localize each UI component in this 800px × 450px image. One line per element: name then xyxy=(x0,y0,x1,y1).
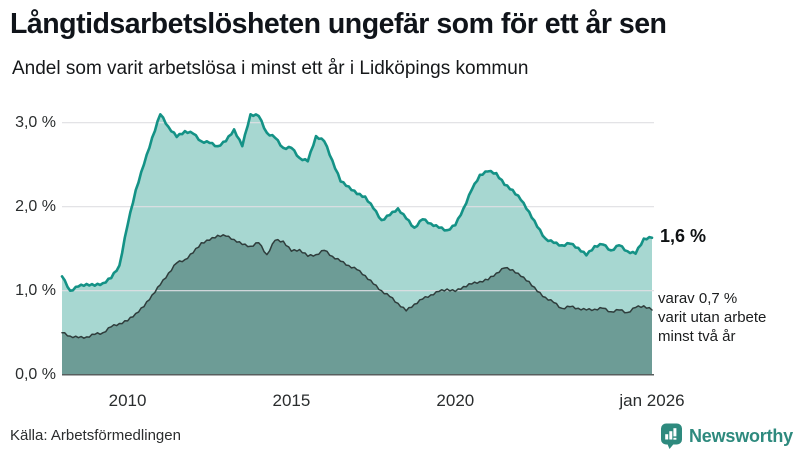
x-tick-label: 2020 xyxy=(436,391,475,410)
newsworthy-logo: Newsworthy xyxy=(660,423,793,449)
y-tick-label: 2,0 % xyxy=(15,197,56,215)
y-tick-label: 1,0 % xyxy=(15,281,56,299)
newsworthy-bars-icon xyxy=(660,423,682,449)
secondary-series-label-line: varit utan arbete xyxy=(658,309,767,327)
series-line-1 xyxy=(61,234,653,339)
x-tick-label: 2010 xyxy=(108,391,147,410)
y-tick-label: 3,0 % xyxy=(15,113,56,131)
page-title: Långtidsarbetslösheten ungefär som för e… xyxy=(10,8,667,40)
secondary-series-label-line: minst två år xyxy=(658,328,736,346)
y-tick-label: 0,0 % xyxy=(15,365,56,383)
source-text: Källa: Arbetsförmedlingen xyxy=(10,427,181,444)
latest-value-label: 1,6 % xyxy=(660,225,707,246)
brand-name: Newsworthy xyxy=(688,425,793,446)
secondary-series-label-line: varav 0,7 % xyxy=(658,290,738,308)
area-fill-1 xyxy=(62,234,652,375)
x-tick-label: 2015 xyxy=(272,391,311,410)
secondary-series-label: varav 0,7 % varit utan arbete minst två … xyxy=(658,289,766,346)
chart-subtitle: Andel som varit arbetslösa i minst ett å… xyxy=(12,58,529,79)
series-line-0 xyxy=(60,113,654,292)
x-tick-label: jan 2026 xyxy=(619,391,685,410)
